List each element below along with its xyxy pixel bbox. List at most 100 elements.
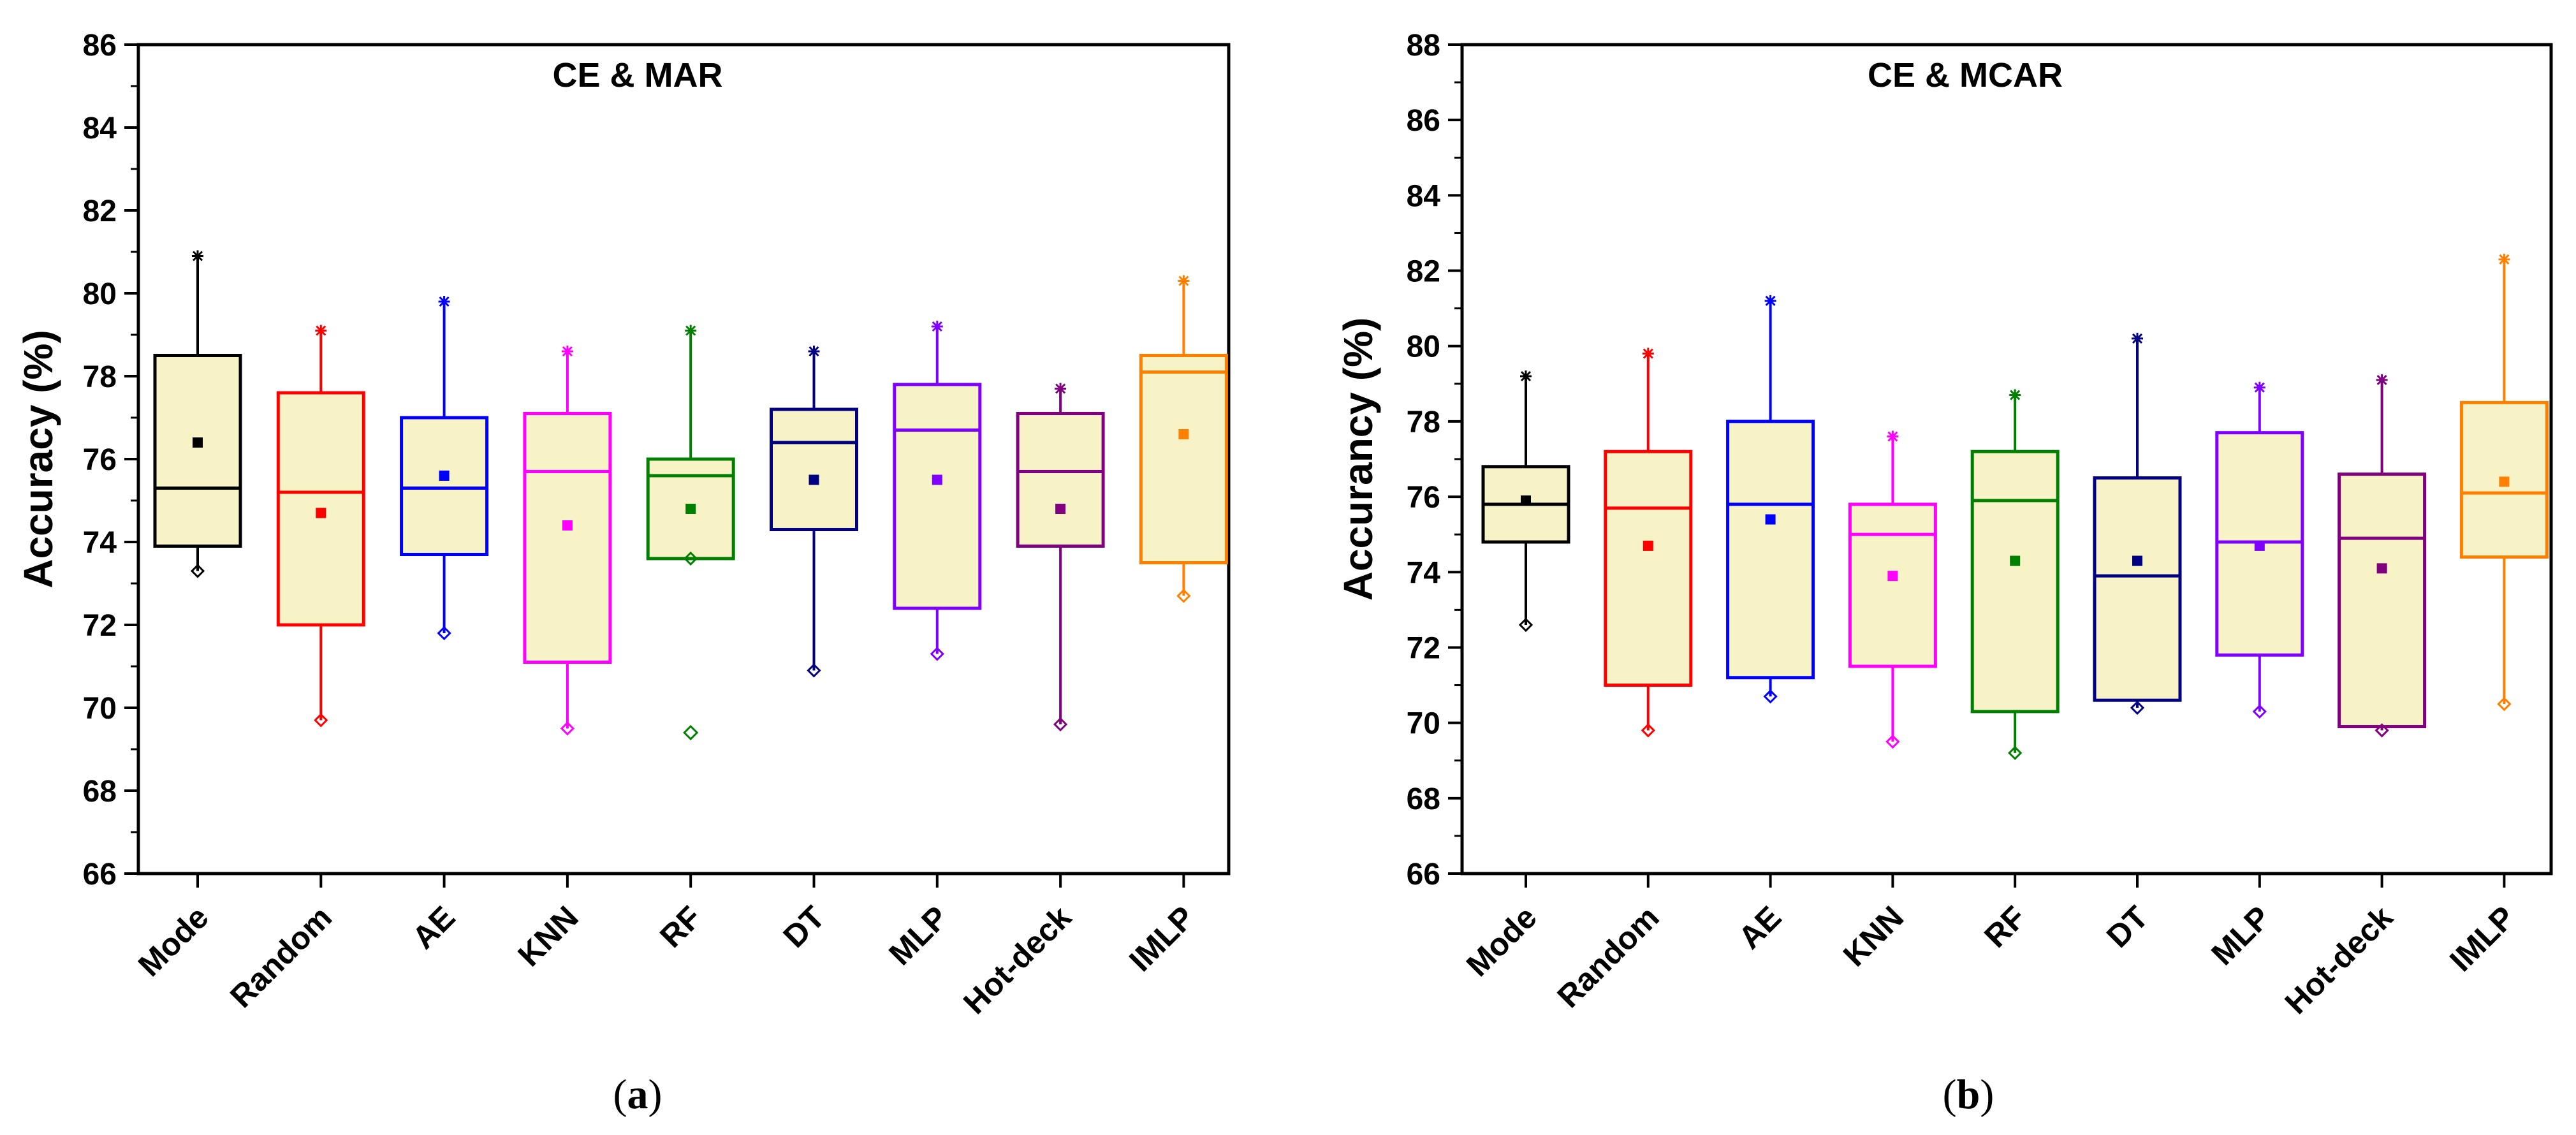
x-tick-label: IMLP <box>1122 899 1201 978</box>
x-tick-label: RF <box>1977 899 2033 955</box>
min-marker <box>437 626 451 641</box>
box-dt <box>770 346 858 678</box>
mean-marker <box>1643 540 1653 551</box>
chart-title-b: CE & MCAR <box>1868 56 2063 94</box>
box-rf <box>1970 389 2060 761</box>
min-marker <box>560 721 575 736</box>
box-body <box>2093 476 2182 702</box>
max-marker <box>1764 295 1776 307</box>
max-marker <box>1178 275 1190 287</box>
y-tick-label: 76 <box>83 443 117 477</box>
min-marker <box>190 564 205 578</box>
y-tick-label: 66 <box>1407 858 1440 891</box>
max-marker <box>685 325 697 337</box>
x-tick-label: Mode <box>1460 899 1544 983</box>
mean-marker <box>316 508 326 518</box>
y-tick-label: 88 <box>1407 29 1440 62</box>
max-marker <box>438 296 450 307</box>
max-marker <box>2253 381 2265 393</box>
mean-marker <box>562 520 573 531</box>
max-marker <box>1055 383 1067 395</box>
mean-marker <box>193 437 203 448</box>
mean-marker <box>1055 504 1066 514</box>
y-tick-label: 82 <box>83 194 117 228</box>
y-tick-label: 78 <box>83 360 117 394</box>
x-tick-label: KNN <box>511 899 585 973</box>
box-random <box>276 325 365 728</box>
x-tick-label: DT <box>2100 899 2155 955</box>
box-dt <box>2093 332 2182 715</box>
caption-a-close: ) <box>648 1071 662 1118</box>
max-marker <box>2009 389 2021 401</box>
mean-marker <box>2499 476 2510 487</box>
y-tick-label: 74 <box>83 526 117 560</box>
max-marker <box>931 321 943 332</box>
y-tick-label: 68 <box>83 775 117 809</box>
chart-title-a: CE & MAR <box>553 56 723 94</box>
x-axis-ticks-a: Mode Random AE KNN RF DT MLP Hot-deck IMLP <box>131 874 1201 1021</box>
box-mlp <box>893 321 982 661</box>
min-marker <box>1763 689 1778 704</box>
box-random <box>1604 348 1693 738</box>
box-ae <box>400 296 489 641</box>
min-marker <box>684 551 698 566</box>
y-tick-label: 84 <box>83 112 117 145</box>
caption-a-open: ( <box>613 1071 627 1118</box>
box-rf <box>646 325 735 741</box>
x-tick-label: DT <box>777 899 832 955</box>
box-mode <box>153 250 242 578</box>
x-tick-label: Hot-deck <box>2278 899 2400 1021</box>
min-marker <box>1518 617 1533 633</box>
y-tick-label: 74 <box>1407 556 1441 590</box>
y-tick-label: 86 <box>83 29 117 62</box>
y-tick-label: 76 <box>1407 481 1440 515</box>
mean-marker <box>809 474 819 485</box>
box-knn <box>1848 430 1937 749</box>
x-tick-label: Mode <box>131 899 216 983</box>
max-marker <box>2376 374 2388 386</box>
box-body <box>770 407 858 531</box>
y-axis-ticks-a: 66 68 70 72 74 76 78 80 82 84 86 <box>83 29 138 891</box>
box-ae <box>1726 295 1815 704</box>
min-marker <box>2008 745 2023 761</box>
y-tick-label: 82 <box>1407 255 1440 289</box>
box-body <box>153 354 242 548</box>
y-tick-label: 72 <box>1407 631 1440 665</box>
box-body <box>400 416 489 556</box>
box-body <box>1848 502 1937 668</box>
mean-marker <box>2254 540 2265 551</box>
box-body <box>523 412 612 664</box>
x-tick-label: Hot-deck <box>956 899 1078 1021</box>
mean-marker <box>1178 429 1189 439</box>
y-tick-label: 70 <box>1407 707 1440 741</box>
chart-panel-a: CE & MAR Accuracy (%) 66 68 70 72 74 76 78 80 82… <box>15 29 1231 1021</box>
min-marker <box>314 713 328 728</box>
x-tick-label: MLP <box>882 899 955 972</box>
box-mlp <box>2215 381 2304 719</box>
y-tick-label: 70 <box>83 692 117 726</box>
min-marker <box>2252 704 2267 719</box>
max-marker <box>561 346 573 357</box>
mean-marker <box>932 474 942 485</box>
caption-b-open: ( <box>1943 1071 1957 1118</box>
box-series-a <box>153 250 1228 741</box>
box-series-b <box>1481 253 2549 761</box>
min-marker <box>2497 696 2512 712</box>
panel-caption-a: (a) <box>613 1071 662 1118</box>
box-body <box>893 383 982 610</box>
panel-caption-b: (b) <box>1943 1071 1994 1118</box>
mean-marker <box>439 471 450 481</box>
min-marker <box>1885 735 1900 749</box>
y-tick-label: 72 <box>83 609 117 643</box>
y-axis-label-a: Accuracy (%) <box>15 330 61 589</box>
mean-marker <box>1765 514 1776 525</box>
max-marker <box>1887 430 1899 443</box>
max-marker <box>808 346 820 357</box>
x-tick-label: RF <box>653 899 708 955</box>
box-hot-deck <box>2338 374 2427 738</box>
y-axis-ticks-b: 66 68 70 72 74 76 78 80 82 84 86 88 <box>1407 29 1462 891</box>
max-marker <box>2132 332 2143 344</box>
y-tick-label: 80 <box>1407 330 1440 364</box>
y-tick-label: 86 <box>1407 104 1440 138</box>
